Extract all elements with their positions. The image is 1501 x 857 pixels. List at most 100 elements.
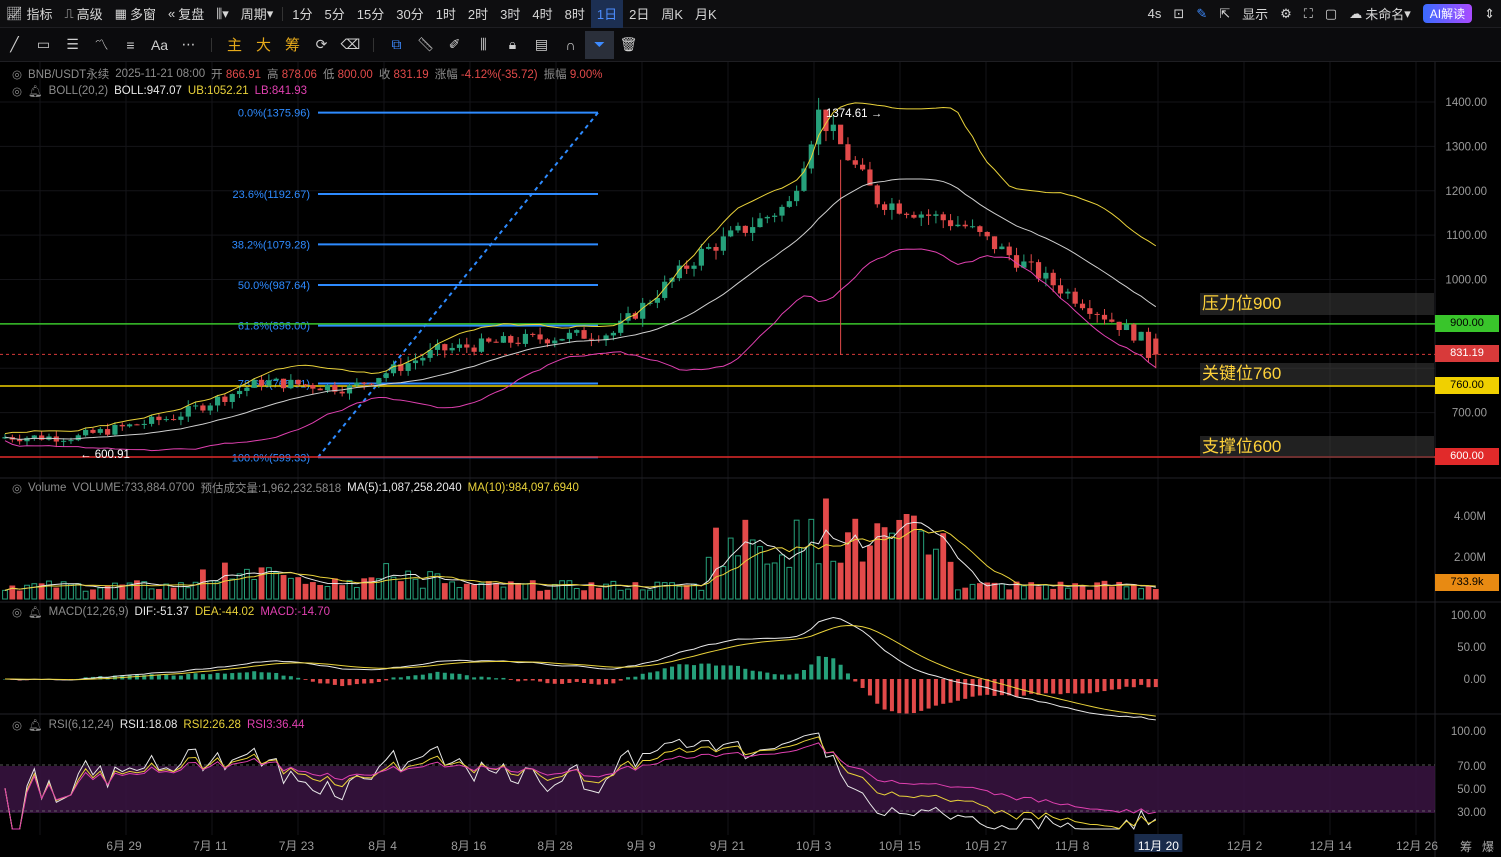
candle-body — [757, 218, 763, 228]
volume-bar — [141, 581, 148, 600]
wave-tool-icon[interactable]: 〽 — [94, 36, 109, 53]
period-dropdown[interactable]: 周期 ▾ — [235, 0, 280, 28]
share-icon[interactable]: ⇱ — [1219, 5, 1231, 21]
interval-tab[interactable]: 3时 — [500, 7, 521, 22]
macd-bar — [149, 674, 154, 680]
ruler-icon[interactable]: 📏︎ — [416, 36, 435, 52]
pen-icon[interactable]: ✎ — [1196, 5, 1208, 21]
resistance-label[interactable]: 压力位900 — [1200, 293, 1434, 315]
interval-tab[interactable]: 周K — [661, 7, 683, 22]
volume-bar — [632, 582, 639, 600]
volume-bar — [302, 583, 309, 600]
volume-bar — [9, 585, 16, 600]
multiwindow-button[interactable]: ▦ 多窗 — [109, 0, 162, 28]
fib-trend-line — [317, 112, 599, 458]
candle-body — [127, 424, 133, 427]
candle-tool-icon[interactable]: ⫼ — [480, 36, 487, 52]
refresh-tool-icon[interactable]: ⟳ — [315, 36, 328, 52]
chip-button[interactable]: 筹 — [284, 37, 300, 54]
liquidation-toggle[interactable]: 爆 — [1482, 840, 1495, 854]
brush-icon[interactable]: ✐ — [448, 36, 461, 52]
account-dropdown[interactable]: ☁ 未命名 ▾ — [1343, 0, 1417, 28]
interval-tab[interactable]: 1时 — [435, 7, 456, 22]
macd-bar — [494, 678, 499, 680]
rectangle-tool-icon[interactable]: ▭ — [36, 36, 51, 52]
refresh-rate[interactable]: 4s — [1147, 6, 1162, 21]
bell-icon[interactable]: 🔔︎ — [28, 607, 43, 619]
gear-icon[interactable]: ⚙ — [1280, 5, 1292, 21]
macd-bar — [662, 668, 667, 680]
interval-tab[interactable]: 15分 — [356, 7, 385, 22]
volume-bar — [749, 539, 756, 600]
more-tools-icon[interactable]: ⋯ — [181, 36, 196, 52]
text-tool-button[interactable]: Aa — [150, 36, 169, 53]
replay-button[interactable]: «复盘 — [162, 0, 210, 28]
eraser-icon[interactable]: ⌫ — [340, 36, 361, 52]
main-force-button[interactable]: 主 — [226, 37, 242, 54]
eye-icon[interactable]: ◎ — [12, 69, 23, 81]
support-label[interactable]: 支撑位600 — [1200, 436, 1434, 458]
macd-bar — [714, 665, 719, 680]
volume-bar — [1050, 588, 1057, 600]
lock-icon[interactable]: 🔒︎ — [508, 36, 517, 52]
interval-tab[interactable]: 4时 — [532, 7, 553, 22]
rsi-legend: ◎ 🔔︎ RSI(6,12,24) RSI1:18.08 RSI2:26.28 … — [12, 718, 305, 732]
advanced-button[interactable]: ⎍ 高级 — [59, 0, 109, 28]
volume-bar — [507, 581, 514, 600]
candle-body — [1131, 324, 1137, 341]
copy-icon[interactable]: ⧉ — [391, 36, 402, 52]
macd-bar — [1029, 679, 1034, 694]
macd-bar — [1007, 679, 1012, 696]
eye-icon[interactable]: ◎ — [12, 86, 23, 98]
fib-tool-icon[interactable]: ≡ — [126, 36, 135, 53]
collapse-icon[interactable]: ⇕ — [1484, 5, 1495, 21]
rsi-band — [0, 766, 1435, 813]
trash-icon[interactable]: 🗑︎ — [619, 36, 638, 52]
macd-tick: 100.00 — [1451, 610, 1486, 622]
volume-bar — [947, 561, 954, 600]
eye-icon[interactable]: ◎ — [12, 483, 23, 495]
fullscreen-icon[interactable]: ⛶ — [1303, 5, 1313, 21]
volume-bar — [148, 588, 155, 600]
interval-tab[interactable]: 1日 — [590, 0, 624, 28]
interval-tab[interactable]: 月K — [695, 7, 717, 22]
line-tool-icon[interactable]: ╱ — [10, 36, 19, 52]
volume-bar — [661, 582, 668, 600]
camera-icon[interactable]: ⊡ — [1173, 5, 1185, 21]
display-button[interactable]: 显示 — [1236, 0, 1274, 28]
candle-body — [933, 214, 939, 216]
candle-body — [1065, 291, 1071, 294]
candle-body — [742, 225, 748, 233]
bell-icon[interactable]: 🔔︎ — [28, 720, 43, 732]
macd-bar — [567, 679, 572, 683]
ai-explain-button[interactable]: AI解读 — [1422, 4, 1473, 23]
chart-canvas[interactable]: 0.0%(1375.96) 23.6%(1192.67) 38.2%(1079.28… — [0, 62, 1501, 857]
candle-body — [772, 215, 778, 217]
candle-body — [977, 226, 983, 232]
candle-body — [500, 336, 507, 343]
volume-bar — [691, 583, 697, 600]
candle-type-button[interactable]: ⫼▾ — [210, 0, 235, 28]
template-icon[interactable]: ▤ — [534, 36, 549, 52]
indicator-button[interactable]: 📈︎ 指标 — [0, 0, 59, 28]
chip-toggle[interactable]: 筹 — [1460, 840, 1473, 854]
interval-tab[interactable]: 2时 — [467, 7, 489, 22]
interval-tab[interactable]: 2日 — [629, 7, 650, 22]
interval-tab[interactable]: 1分 — [292, 7, 313, 22]
rsi-name: RSI(6,12,24) — [48, 719, 114, 731]
window-icon[interactable]: ▢ — [1324, 5, 1338, 21]
eye-icon[interactable]: ◎ — [12, 720, 23, 732]
big-order-button[interactable]: 大 — [255, 37, 271, 54]
key-level-label[interactable]: 关键位760 — [1200, 363, 1434, 385]
magnet-icon[interactable]: ∩ — [565, 36, 576, 53]
interval-tab[interactable]: 8时 — [564, 7, 585, 22]
filter-icon[interactable]: ⏷ — [585, 30, 614, 59]
parallel-lines-icon[interactable]: ☰ — [66, 36, 79, 52]
macd-bar — [1109, 679, 1114, 690]
candle-body — [1050, 272, 1056, 286]
eye-icon[interactable]: ◎ — [12, 607, 23, 619]
volume-bar — [581, 590, 587, 600]
interval-tab[interactable]: 30分 — [396, 7, 424, 22]
bell-icon[interactable]: 🔔︎ — [28, 86, 43, 98]
interval-tab[interactable]: 5分 — [324, 7, 345, 22]
